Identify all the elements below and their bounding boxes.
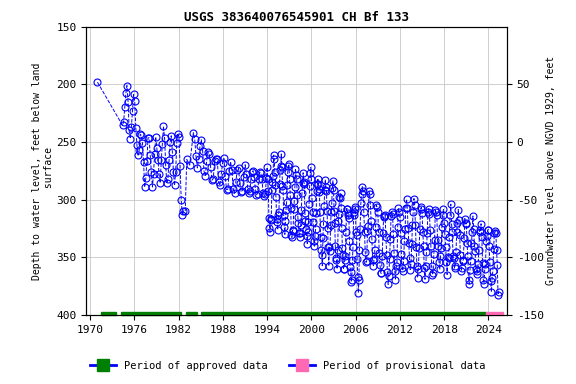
Bar — [186, 312, 197, 315]
Y-axis label: Depth to water level, feet below land
 surface: Depth to water level, feet below land su… — [32, 62, 54, 280]
Bar — [121, 312, 181, 315]
Title: USGS 383640076545901 CH Bf 133: USGS 383640076545901 CH Bf 133 — [184, 11, 409, 24]
Bar — [201, 312, 486, 315]
Bar — [486, 312, 503, 315]
Legend: Period of approved data, Period of provisional data: Period of approved data, Period of provi… — [86, 356, 490, 375]
Y-axis label: Groundwater level above NGVD 1929, feet: Groundwater level above NGVD 1929, feet — [547, 56, 556, 285]
Bar — [101, 312, 116, 315]
